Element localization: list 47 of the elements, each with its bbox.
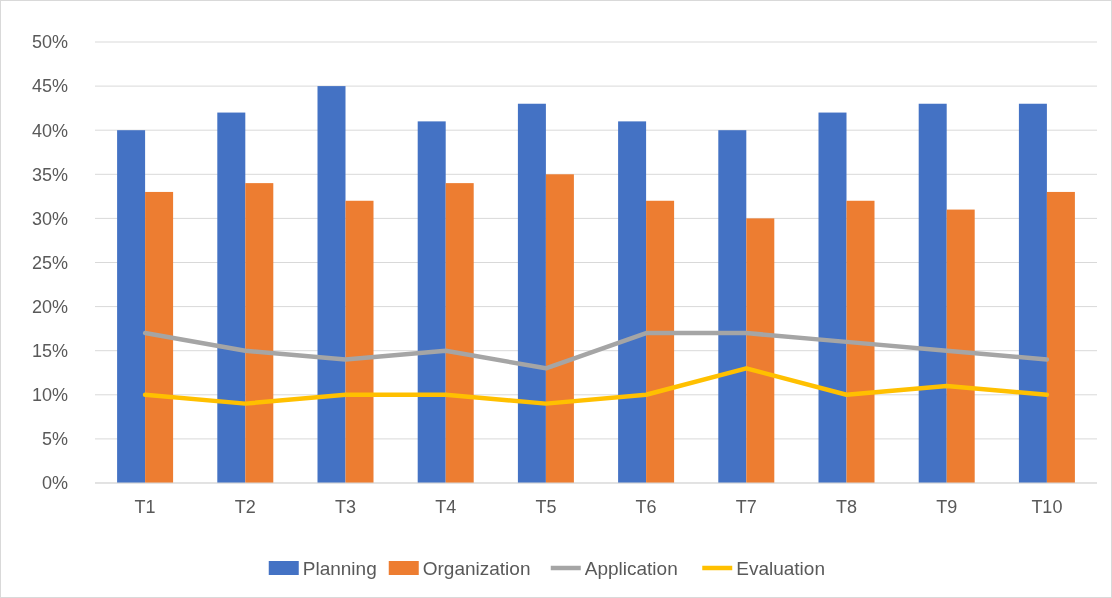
x-tick-label: T8 [835, 497, 858, 517]
bar [317, 86, 346, 483]
line-series [142, 330, 1050, 371]
x-tick-label: T10 [1031, 497, 1063, 517]
y-tick-label: 50% [31, 32, 68, 53]
bar [345, 200, 374, 483]
y-tick-label: 30% [31, 208, 68, 229]
legend-label: Organization [422, 557, 531, 579]
bar [846, 200, 875, 483]
legend-label: Evaluation [736, 557, 825, 579]
line-series [142, 366, 1050, 406]
x-tick-label: T1 [134, 497, 156, 517]
bar [646, 200, 675, 483]
bar [918, 103, 947, 483]
bar [417, 121, 446, 483]
bar [946, 209, 975, 483]
bar [145, 191, 174, 483]
bar [217, 112, 246, 483]
x-tick-label: T9 [936, 497, 958, 517]
x-tick-label: T4 [435, 497, 457, 517]
bar [117, 130, 146, 483]
x-tick-label: T7 [735, 497, 757, 517]
bar [746, 218, 775, 483]
bar [445, 183, 474, 483]
y-tick-label: 15% [31, 341, 68, 361]
y-tick-label: 25% [31, 252, 68, 273]
y-tick-label: 35% [31, 164, 68, 185]
y-tick-label: 40% [31, 120, 68, 141]
bar [1046, 191, 1075, 483]
bar [818, 112, 847, 483]
y-tick-label: 5% [41, 429, 68, 450]
bar [718, 130, 747, 483]
x-tick-label: T3 [334, 497, 357, 517]
bar [517, 103, 546, 483]
bar [618, 121, 647, 483]
bar [245, 183, 274, 483]
y-tick-label: 0% [41, 473, 68, 494]
bar [1018, 103, 1047, 483]
legend-label: Planning [302, 557, 377, 579]
y-tick-label: 10% [31, 385, 68, 406]
bar [545, 174, 574, 483]
x-tick-label: T5 [535, 497, 557, 517]
y-tick-label: 20% [31, 296, 68, 317]
x-tick-label: T6 [635, 497, 657, 517]
y-tick-label: 45% [31, 76, 68, 97]
legend-label: Application [584, 557, 678, 579]
x-tick-label: T2 [234, 497, 256, 517]
